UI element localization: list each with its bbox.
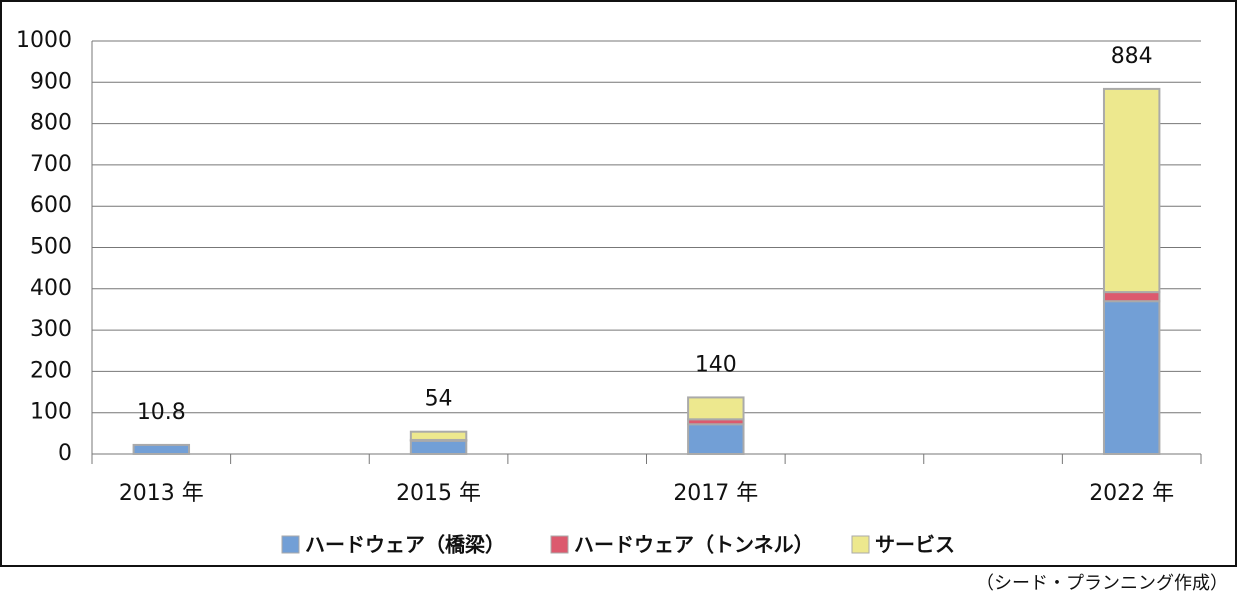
x-tick-label: 2013 年	[119, 481, 204, 506]
x-tick-label: 2022 年	[1089, 481, 1174, 506]
bar-segment	[687, 396, 745, 421]
y-tick-label: 700	[30, 152, 72, 177]
y-tick-label: 100	[30, 400, 72, 425]
bar-segment	[409, 439, 468, 455]
y-tick-label: 0	[58, 441, 72, 466]
legend-label: サービス	[875, 533, 955, 557]
bar-segment	[132, 443, 191, 456]
y-tick-label: 200	[30, 358, 72, 383]
legend-swatch	[550, 535, 569, 554]
y-tick-label: 600	[30, 193, 72, 218]
x-tick-label: 2015 年	[396, 481, 481, 506]
y-tick-label: 500	[30, 235, 72, 260]
bar-segment	[1102, 300, 1161, 455]
y-tick-label: 900	[30, 69, 72, 94]
legend-label: ハードウェア（橋梁）	[305, 533, 505, 557]
total-label: 140	[695, 352, 737, 377]
bar-segment	[409, 430, 468, 441]
y-tick-label: 800	[30, 111, 72, 136]
legend-swatch	[281, 535, 300, 554]
y-tick-label: 400	[30, 276, 72, 301]
legend-swatch	[851, 535, 870, 554]
legend-label: ハードウェア（トンネル）	[574, 533, 814, 557]
bar-segment	[1102, 291, 1161, 303]
total-label: 54	[425, 387, 453, 412]
source-note: （シード・プランニング作成）	[976, 573, 1228, 594]
bar-segment	[687, 423, 745, 456]
total-label: 10.8	[137, 400, 186, 425]
bar-segment	[1102, 87, 1161, 294]
x-tick-label: 2017 年	[673, 481, 758, 506]
y-tick-label: 300	[30, 317, 72, 342]
y-tick-label: 1000	[16, 28, 72, 53]
chart-frame	[0, 0, 1237, 567]
total-label: 884	[1111, 44, 1153, 69]
